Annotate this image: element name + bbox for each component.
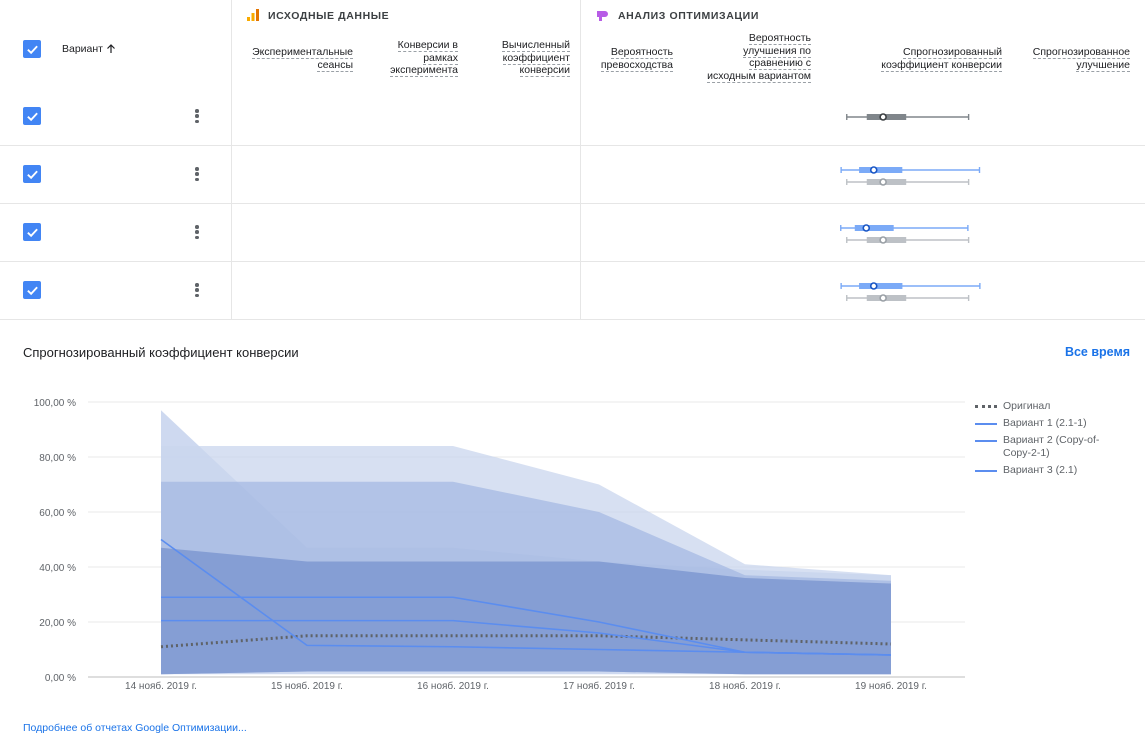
- optimize-icon: [596, 9, 609, 24]
- column-header-line: Конверсии в: [397, 39, 458, 52]
- x-tick-label: 15 нояб. 2019 г.: [271, 680, 343, 692]
- variant-checkbox[interactable]: [23, 165, 41, 183]
- arrow-up-icon: [107, 44, 115, 54]
- column-header-line: коэффициент конверсии: [881, 58, 1002, 72]
- column-header-calculated-rate[interactable]: Вычисленный коэффициент конверсии: [501, 39, 570, 77]
- column-header-predicted-improvement[interactable]: Спрогнозированное улучшение: [1032, 46, 1130, 72]
- row-divider: [0, 203, 1145, 204]
- confidence-interval-plot: [840, 166, 981, 186]
- column-header-line: улучшение: [1076, 58, 1130, 72]
- column-header-line: превосходства: [600, 58, 673, 72]
- more-options-icon[interactable]: [191, 223, 203, 241]
- column-header-line: сравнению с: [749, 57, 811, 70]
- original-ci-bar: [846, 294, 970, 302]
- section-source-data: ИСХОДНЫЕ ДАННЫЕ: [247, 0, 389, 32]
- row-divider: [0, 261, 1145, 262]
- variant-checkbox[interactable]: [23, 223, 41, 241]
- column-header-line: исходным вариантом: [707, 69, 811, 83]
- column-header-sessions[interactable]: Экспериментальные сеансы: [252, 46, 353, 72]
- column-header-predicted-rate[interactable]: Спрогнозированный коэффициент конверсии: [881, 46, 1002, 72]
- column-header-line: Вычисленный: [501, 39, 570, 52]
- select-all-checkbox[interactable]: [23, 40, 41, 58]
- bar-chart-icon: [247, 8, 259, 24]
- variant-checkbox[interactable]: [23, 281, 41, 299]
- chart-title: Спрогнозированный коэффициент конверсии: [23, 345, 299, 360]
- legend-item[interactable]: Вариант 2 (Copy-of- Copy-2-1): [975, 434, 1135, 460]
- x-tick-label: 18 нояб. 2019 г.: [709, 680, 781, 692]
- y-tick-label: 0,00 %: [45, 673, 76, 684]
- legend-swatch: [975, 405, 997, 408]
- original-ci-bar: [846, 236, 970, 244]
- column-divider: [580, 0, 581, 320]
- results-table: ИСХОДНЫЕ ДАННЫЕ АНАЛИЗ ОПТИМИЗАЦИИ Вариа…: [0, 0, 1145, 320]
- legend-label: Вариант 1 (2.1-1): [1003, 417, 1087, 429]
- legend-label: Оригинал: [1003, 400, 1051, 412]
- learn-more-link[interactable]: Подробнее об отчетах Google Оптимизации.…: [23, 722, 247, 734]
- chart-legend: Оригинал Вариант 1 (2.1-1) Вариант 2 (Copy…: [975, 400, 1135, 481]
- legend-item[interactable]: Вариант 3 (2.1): [975, 464, 1135, 477]
- column-header-line: Вероятность: [748, 32, 811, 45]
- column-header-line: Экспериментальные: [252, 46, 353, 59]
- sort-by-variant[interactable]: Вариант: [62, 43, 116, 56]
- variant-ci-bar: [840, 166, 981, 174]
- variant-ci-bar: [840, 224, 969, 232]
- y-tick-label: 100,00 %: [34, 398, 76, 409]
- column-header-line: конверсии: [519, 64, 570, 77]
- legend-label: Вариант 3 (2.1): [1003, 464, 1078, 476]
- confidence-interval-plot: [840, 282, 981, 302]
- time-range-button[interactable]: Все время: [1064, 345, 1130, 359]
- series-line-1: [160, 634, 892, 649]
- y-tick-label: 20,00 %: [39, 618, 76, 629]
- column-header-line: коэффициент: [502, 51, 570, 65]
- variant-ci-bar: [840, 282, 981, 290]
- x-tick-label: 14 нояб. 2019 г.: [125, 680, 197, 692]
- original-ci-bar: [846, 113, 970, 121]
- x-tick-label: 19 нояб. 2019 г.: [855, 680, 927, 692]
- checkmark-icon: [26, 45, 38, 54]
- legend-swatch: [975, 470, 997, 472]
- x-tick-label: 16 нояб. 2019 г.: [417, 680, 489, 692]
- more-options-icon[interactable]: [191, 107, 203, 125]
- x-tick-label: 17 нояб. 2019 г.: [563, 680, 635, 692]
- column-header-line: Спрогнозированное: [1032, 46, 1130, 59]
- section-optimization-analysis: АНАЛИЗ ОПТИМИЗАЦИИ: [596, 0, 759, 32]
- confidence-interval-plot: [846, 113, 970, 121]
- checkmark-icon: [26, 286, 38, 295]
- confidence-interval-plot: [840, 224, 970, 244]
- more-options-icon[interactable]: [191, 281, 203, 299]
- y-tick-label: 60,00 %: [39, 508, 76, 519]
- y-tick-label: 40,00 %: [39, 563, 76, 574]
- legend-item[interactable]: Оригинал: [975, 400, 1135, 413]
- column-header-line: рамках: [423, 51, 458, 65]
- column-header-line: Вероятность: [610, 46, 673, 59]
- legend-item[interactable]: Вариант 1 (2.1-1): [975, 417, 1135, 430]
- checkmark-icon: [26, 170, 38, 179]
- variant-checkbox[interactable]: [23, 107, 41, 125]
- legend-swatch: [975, 440, 997, 442]
- row-divider: [0, 319, 1145, 320]
- column-divider: [231, 0, 232, 320]
- predicted-conversion-chart: 0,00 % 20,00 % 40,00 % 60,00 % 80,00 % 100,00…: [34, 398, 965, 692]
- checkmark-icon: [26, 228, 38, 237]
- column-header-line: улучшения по: [743, 44, 811, 58]
- more-options-icon[interactable]: [191, 165, 203, 183]
- checkmark-icon: [26, 112, 38, 121]
- column-header-line: эксперимента: [390, 64, 458, 77]
- series-line-4: [161, 596, 892, 656]
- y-tick-label: 80,00 %: [39, 453, 76, 464]
- column-header-probability-best[interactable]: Вероятность превосходства: [600, 46, 673, 72]
- confidence-band-4: [161, 547, 891, 675]
- column-header-line: сеансы: [317, 58, 353, 72]
- column-header-conversions[interactable]: Конверсии в рамках эксперимента: [390, 39, 458, 77]
- legend-swatch: [975, 423, 997, 425]
- column-header-line: Спрогнозированный: [903, 46, 1002, 59]
- column-header-probability-improvement[interactable]: Вероятность улучшения по сравнению с исходн…: [707, 32, 811, 83]
- legend-label: Вариант 2 (Copy-of- Copy-2-1): [1003, 434, 1100, 459]
- row-divider: [0, 145, 1145, 146]
- original-ci-bar: [846, 178, 970, 186]
